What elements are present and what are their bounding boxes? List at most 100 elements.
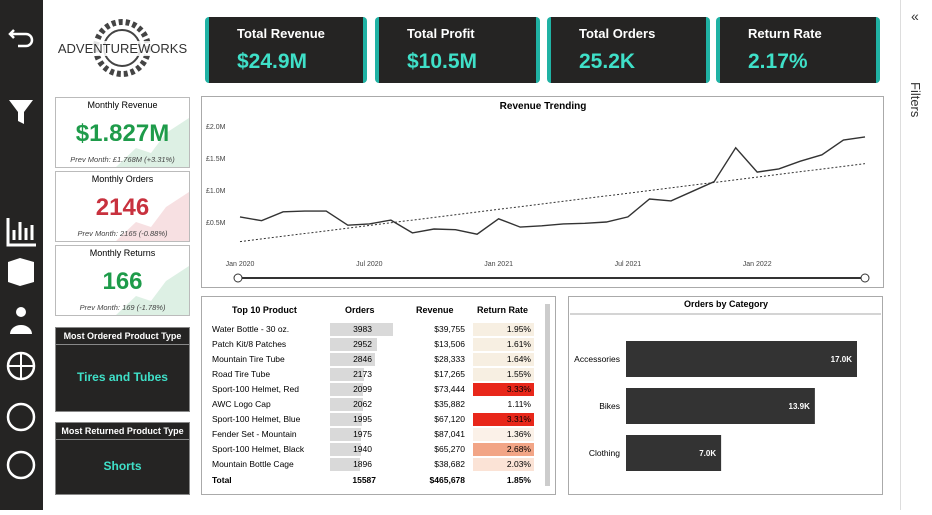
cell-revenue: $67,120 (434, 414, 465, 424)
cell-return-bg (473, 383, 534, 396)
cell-revenue: $35,882 (434, 399, 465, 409)
card-title: Monthly Revenue (87, 100, 158, 110)
product-type-value: Shorts (103, 459, 142, 473)
kpi-label: Return Rate (748, 26, 822, 41)
table-header: Return Rate (477, 305, 529, 315)
card-value: 166 (102, 268, 143, 295)
total-return-rate: 1.85% (506, 475, 531, 485)
cell-return-bg (473, 428, 534, 441)
box-icon[interactable] (8, 258, 34, 286)
kpi-card: Total Orders 25.2K (547, 17, 710, 83)
kpi-label: Total Revenue (237, 26, 325, 41)
filter-icon[interactable] (9, 100, 33, 124)
kpi-label: Total Profit (407, 26, 475, 41)
cell-product: Mountain Bottle Cage (212, 459, 294, 469)
back-icon[interactable] (8, 29, 34, 48)
report-icon[interactable] (6, 218, 36, 247)
cell-product: Road Tire Tube (212, 369, 271, 379)
cell-orders: 1975 (353, 429, 372, 439)
cell-return-rate: 2.68% (506, 444, 531, 454)
kpi-card: Total Revenue $24.9M (205, 17, 367, 83)
collapse-icon[interactable]: « (911, 8, 919, 24)
cell-revenue: $39,755 (434, 324, 465, 334)
logo-text: ADVENTUREWORKS (55, 41, 190, 56)
product-type-card: Most Ordered Product Type Tires and Tubes (55, 327, 190, 412)
cell-revenue: $28,333 (434, 354, 465, 364)
globe-lines (8, 353, 34, 379)
orders-bar (330, 428, 362, 441)
card-note: Prev Month: 2165 (-0.88%) (77, 229, 168, 238)
filters-pane[interactable]: « Filters (900, 0, 932, 510)
card-value: 2146 (95, 194, 150, 221)
cell-revenue: $17,265 (434, 369, 465, 379)
cell-return-rate: 3.31% (506, 414, 531, 424)
cell-revenue: $87,041 (434, 429, 465, 439)
orders-bar (330, 458, 360, 471)
cell-orders: 2952 (353, 339, 372, 349)
product-type-card: Most Returned Product Type Shorts (55, 422, 190, 495)
orders-bar (330, 338, 377, 351)
logo: ADVENTUREWORKS (55, 10, 190, 88)
orders-bar (330, 353, 376, 366)
cell-product: AWC Logo Cap (212, 399, 271, 409)
cell-revenue: $38,682 (434, 459, 465, 469)
total-label: Total (212, 475, 232, 485)
cell-product: Fender Set - Mountain (212, 429, 297, 439)
sparkline-bg (116, 118, 189, 167)
network-icon[interactable] (6, 402, 36, 432)
orders-bar (330, 443, 361, 456)
sparkline-bg (116, 266, 189, 315)
cell-return-rate: 1.11% (507, 399, 531, 409)
cell-orders: 2173 (353, 369, 372, 379)
sparkline-bg (116, 192, 189, 241)
cell-return-rate: 1.55% (506, 369, 531, 379)
product-type-title: Most Ordered Product Type (56, 331, 189, 345)
cell-orders: 2846 (353, 354, 372, 364)
product-type-value: Tires and Tubes (77, 370, 168, 384)
cell-return-rate: 3.33% (506, 384, 531, 394)
cell-return-bg (473, 443, 534, 456)
cell-revenue: $73,444 (434, 384, 465, 394)
orders-bar (330, 383, 364, 396)
monthly-card: Monthly Returns 166 Prev Month: 169 (-1.78… (55, 245, 190, 316)
cell-product: Mountain Tire Tube (212, 354, 285, 364)
cell-return-rate: 1.36% (506, 429, 531, 439)
cell-product: Sport-100 Helmet, Red (212, 384, 299, 394)
cell-return-bg (473, 323, 534, 336)
cell-orders: 1940 (353, 444, 372, 454)
card-title: Monthly Returns (89, 248, 156, 258)
total-revenue: $465,678 (429, 475, 465, 485)
cell-return-bg (473, 368, 534, 381)
card-note: Prev Month: 169 (-1.78%) (79, 303, 166, 312)
cell-product: Sport-100 Helmet, Blue (212, 414, 301, 424)
cell-revenue: $13,506 (434, 339, 465, 349)
table-header: Orders (345, 305, 375, 315)
cell-return-bg (473, 458, 534, 471)
monthly-card: Monthly Orders 2146 Prev Month: 2165 (-0.8… (55, 171, 190, 242)
cell-revenue: $65,270 (434, 444, 465, 454)
kpi-card: Total Profit $10.5M (375, 17, 540, 83)
people-icon[interactable] (16, 307, 26, 317)
table-header: Revenue (416, 305, 454, 315)
cell-product: Water Bottle - 30 oz. (212, 324, 290, 334)
cell-return-rate: 1.64% (506, 354, 531, 364)
sidebar-icons (6, 29, 36, 480)
total-orders: 15587 (352, 475, 376, 485)
cell-return-rate: 2.03% (506, 459, 531, 469)
sidebar (0, 0, 43, 510)
cell-return-bg (473, 338, 534, 351)
orders-bar (330, 368, 365, 381)
kpi-card: Return Rate 2.17% (716, 17, 880, 83)
card-note: Prev Month: £1.768M (+3.31%) (70, 155, 175, 164)
orders-bar (330, 398, 363, 411)
kpi-value: $10.5M (407, 50, 478, 73)
qa-icon[interactable] (6, 450, 36, 480)
kpi-value: 25.2K (579, 50, 636, 73)
cell-orders: 1995 (353, 414, 372, 424)
product-type-title: Most Returned Product Type (56, 426, 189, 440)
orders-bar (330, 413, 362, 426)
orders-bar (330, 323, 393, 336)
cell-return-bg (473, 353, 534, 366)
